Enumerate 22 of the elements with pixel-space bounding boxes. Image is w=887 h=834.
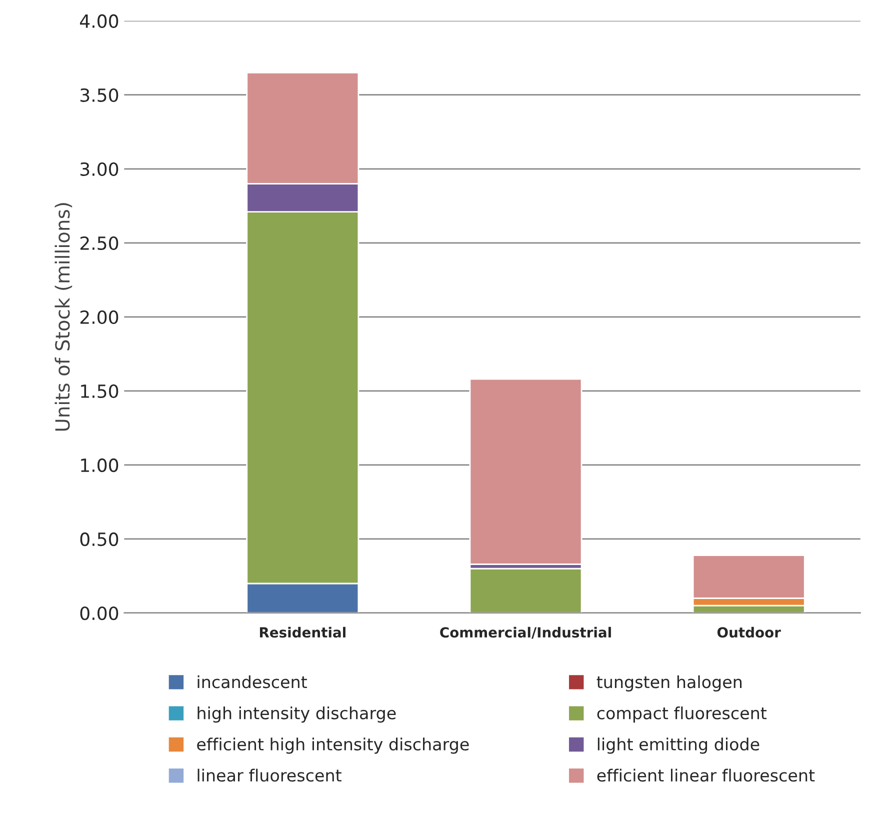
legend-label: efficient linear fluorescent <box>597 768 815 782</box>
legend-label: light emitting diode <box>598 738 760 754</box>
y-tick-label: 1.00 <box>81 458 118 472</box>
legend-label: compact fluorescent <box>597 706 767 723</box>
y-axis-title: Units of Stock (millions) <box>54 203 72 431</box>
y-tick-label: 3.50 <box>80 88 118 102</box>
x-tick-label: Residential <box>260 626 346 638</box>
y-tick-label: 1.50 <box>81 384 118 398</box>
y-tick-label: 2.00 <box>80 310 118 324</box>
y-tick-label: 2.50 <box>80 236 118 250</box>
x-tick-label: Outdoor <box>717 626 781 638</box>
y-tick-label: 0.50 <box>80 532 118 546</box>
x-tick-label: Commercial/Industrial <box>440 626 611 639</box>
legend-label: high intensity discharge <box>198 706 396 723</box>
y-tick-label: 3.00 <box>80 162 118 176</box>
bar <box>469 568 582 613</box>
legend-label: efficient high intensity discharge <box>197 738 469 754</box>
legend-label: linear fluorescent <box>198 768 342 782</box>
y-tick-label: 0.00 <box>80 606 118 620</box>
legend-label: incandescent <box>198 675 307 688</box>
y-tick-label: 4.00 <box>80 14 118 28</box>
legend-label: tungsten halogen <box>596 675 742 692</box>
